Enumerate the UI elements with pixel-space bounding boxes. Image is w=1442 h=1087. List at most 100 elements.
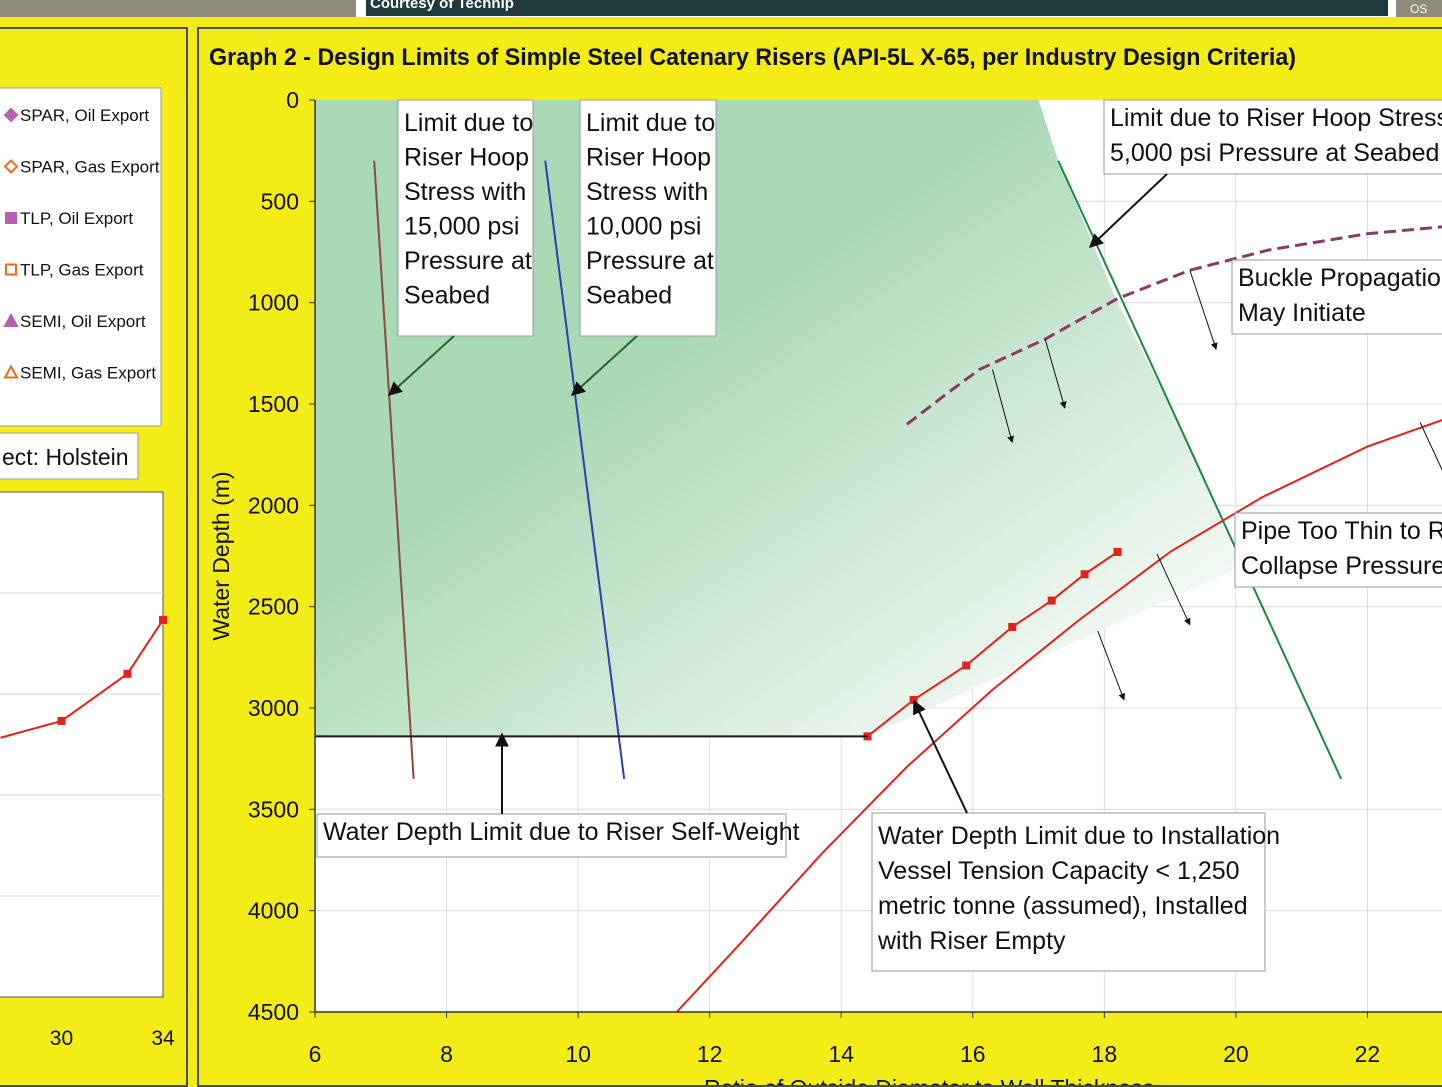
annotation-line: Collapse Pressure bbox=[1241, 552, 1442, 580]
left-x-tick-label: 34 bbox=[151, 1027, 175, 1050]
header-tag: OS bbox=[1396, 0, 1442, 17]
limit-hatch-arrow bbox=[992, 369, 1014, 444]
credit-text: Courtesy of Technip bbox=[370, 0, 514, 12]
x-tick-label: 8 bbox=[440, 1041, 453, 1067]
annotation-hoop10: Limit due to Riser Hoop Stress with 10,000 … bbox=[579, 99, 717, 337]
annotation-selfweight: Water Depth Limit due to Riser Self-Weig… bbox=[316, 813, 800, 858]
legend-marker-diamond bbox=[3, 159, 19, 174]
safe-zone bbox=[315, 100, 1243, 737]
annotation-hoop5: Limit due to Riser Hoop Stress w 5,000 ps… bbox=[1103, 99, 1442, 175]
left-plot-area bbox=[0, 491, 164, 998]
left-annotation-box bbox=[0, 432, 139, 480]
annotation-install: Water Depth Limit due to Installation Ves… bbox=[871, 812, 1280, 972]
annotation-line: Vessel Tension Capacity < 1,250 bbox=[878, 857, 1240, 885]
top-strip: Courtesy of Technip OS bbox=[0, 0, 1442, 17]
annotation-line: Seabed bbox=[404, 282, 490, 310]
annotation-line: Seabed bbox=[586, 282, 672, 310]
legend-box bbox=[0, 87, 162, 427]
x-tick-label: 16 bbox=[960, 1041, 986, 1067]
legend-label: SPAR, Oil Export bbox=[20, 106, 149, 125]
series-line bbox=[1057, 160, 1343, 780]
y-tick-label: 1500 bbox=[248, 391, 299, 417]
credit-bar: Courtesy of Technip bbox=[366, 0, 1388, 16]
y-tick-label: 0 bbox=[286, 87, 299, 113]
legend-label: SEMI, Gas Export bbox=[20, 364, 156, 383]
left-series-line bbox=[0, 619, 164, 739]
annotation-line: Stress with bbox=[404, 178, 526, 206]
left-annotation-text: ect: Holstein bbox=[2, 444, 129, 470]
legend-marker-diamond bbox=[3, 107, 19, 123]
y-tick-label: 3500 bbox=[248, 796, 299, 822]
limit-hatch-arrow bbox=[1044, 339, 1067, 409]
annotation-box bbox=[1234, 512, 1442, 588]
left-x-tick-label: 30 bbox=[50, 1027, 73, 1050]
y-tick-label: 3000 bbox=[248, 695, 299, 721]
annotation-line: Pressure at bbox=[404, 247, 532, 275]
main-chart-panel: Graph 2 - Design Limits of Simple Steel … bbox=[197, 27, 1442, 1087]
annotation-line: Riser Hoop bbox=[404, 144, 529, 172]
y-tick-label: 500 bbox=[261, 188, 299, 214]
series-line bbox=[373, 160, 415, 779]
y-tick-label: 1000 bbox=[248, 290, 299, 316]
y-tick-label: 4000 bbox=[248, 898, 299, 924]
annotation-line: metric tonne (assumed), Installed bbox=[878, 892, 1248, 920]
annotation-line: Pressure at bbox=[586, 247, 714, 275]
annotation-arrow bbox=[387, 335, 455, 396]
annotation-line: Pipe Too Thin to Re bbox=[1241, 517, 1442, 545]
y-tick-label: 2000 bbox=[248, 492, 299, 518]
series-point bbox=[962, 661, 971, 670]
annotation-line: 5,000 psi Pressure at Seabed bbox=[1110, 139, 1439, 167]
legend-marker-triangle bbox=[3, 364, 19, 379]
annotation-line: Buckle Propagation bbox=[1238, 264, 1442, 292]
annotation-box bbox=[579, 99, 717, 337]
left-series-point bbox=[123, 669, 132, 678]
y-tick-label: 4500 bbox=[248, 999, 299, 1025]
annotation-collapse: Pipe Too Thin to Re Collapse Pressure bbox=[1234, 512, 1442, 588]
annotation-hoop15: Limit due to Riser Hoop Stress with 15,000 … bbox=[397, 99, 534, 337]
annotation-arrow bbox=[913, 699, 968, 814]
x-tick-label: 20 bbox=[1223, 1041, 1249, 1067]
legend-marker-square bbox=[5, 212, 17, 224]
annotation-arrow bbox=[570, 335, 638, 396]
annotation-line: Limit due to bbox=[404, 109, 533, 137]
annotation-buckle: Buckle Propagation May Initiate bbox=[1231, 259, 1442, 335]
legend-label: SEMI, Oil Export bbox=[20, 312, 146, 331]
left-legend: SPAR, Oil Export SPAR, Gas Export TLP, Oil… bbox=[0, 87, 162, 427]
series-point bbox=[909, 695, 918, 704]
legend-label: TLP, Gas Export bbox=[20, 261, 144, 280]
annotation-line: Riser Hoop bbox=[586, 144, 711, 172]
annotation-line: Water Depth Limit due to Installation bbox=[878, 822, 1280, 850]
series-point bbox=[1113, 547, 1122, 556]
series-point bbox=[1047, 596, 1056, 605]
y-tick-label: 2500 bbox=[248, 594, 299, 620]
left-series-point bbox=[57, 716, 66, 725]
left-chart-panel: 30 34 SPAR, Oil Export SPAR, Gas Export TLP,… bbox=[0, 27, 188, 1087]
annotation-line: May Initiate bbox=[1238, 299, 1366, 327]
main-chart: Graph 2 - Design Limits of Simple Steel … bbox=[208, 44, 1442, 1085]
annotation-line: 15,000 psi bbox=[404, 213, 519, 241]
series-line bbox=[906, 225, 1442, 426]
annotation-line: with Riser Empty bbox=[877, 927, 1066, 955]
limit-hatch-arrow bbox=[1097, 630, 1126, 701]
annotation-line: Limit due to Riser Hoop Stress w bbox=[1110, 104, 1442, 132]
annotation-line: 10,000 psi bbox=[586, 213, 701, 241]
left-series-point bbox=[159, 615, 167, 624]
y-axis-label: Water Depth (m) bbox=[208, 471, 234, 640]
legend-label: TLP, Oil Export bbox=[20, 209, 133, 228]
legend-marker-triangle bbox=[3, 312, 19, 327]
x-tick-label: 10 bbox=[565, 1041, 591, 1067]
header-tag-text: OS bbox=[1410, 2, 1428, 16]
series-point bbox=[1008, 622, 1017, 631]
limit-hatch-arrow bbox=[1419, 422, 1442, 471]
limit-hatch-arrow bbox=[1189, 270, 1218, 350]
chart-title: Graph 2 - Design Limits of Simple Steel … bbox=[209, 44, 1296, 71]
annotation-line: Water Depth Limit due to Riser Self-Weig… bbox=[323, 818, 800, 846]
legend-marker-square bbox=[5, 263, 17, 276]
annotation-line: Stress with bbox=[586, 178, 708, 206]
x-tick-label: 18 bbox=[1092, 1041, 1118, 1067]
legend-label: SPAR, Gas Export bbox=[20, 158, 160, 177]
series-line bbox=[544, 160, 626, 780]
x-tick-label: 12 bbox=[697, 1041, 723, 1067]
annotation-box bbox=[871, 812, 1266, 972]
x-tick-label: 22 bbox=[1355, 1041, 1381, 1067]
